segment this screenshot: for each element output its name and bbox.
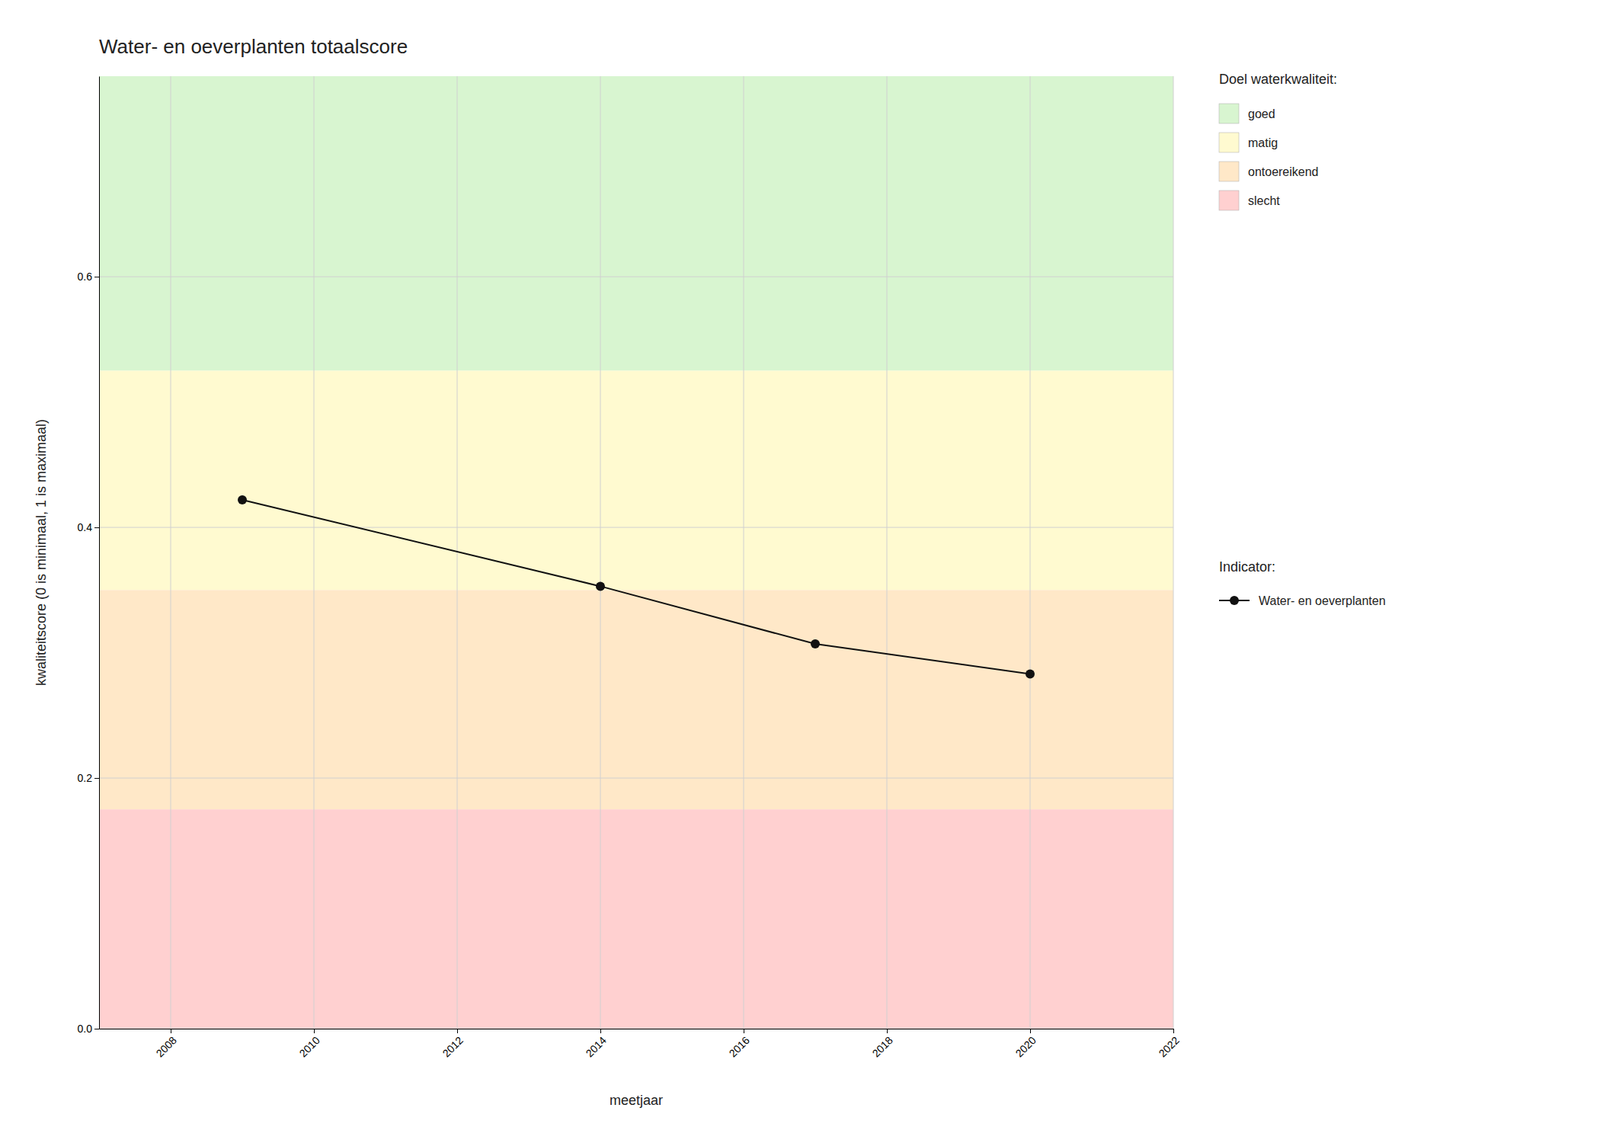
chart: 200820102012201420162018202020220.00.20.… [0, 0, 1600, 1143]
x-tick-mark [170, 1028, 172, 1034]
grid-line-x [170, 76, 172, 1029]
legend-label: Water- en oeverplanten [1258, 594, 1386, 608]
x-tick: 2016 [726, 1028, 752, 1060]
point [237, 495, 247, 505]
x-tick-mark [743, 1028, 745, 1034]
legend-item: slecht [1219, 190, 1280, 211]
legend-swatch [1219, 132, 1239, 153]
x-tick-label: 2020 [1013, 1033, 1039, 1060]
line [242, 499, 1031, 675]
x-tick-label: 2022 [1156, 1033, 1182, 1060]
grid-line-x [1030, 76, 1031, 1029]
grid-line-y [99, 1028, 1174, 1030]
x-tick: 2008 [153, 1028, 180, 1060]
legend-label: matig [1248, 136, 1278, 150]
x-tick-mark [1030, 1028, 1031, 1034]
y-tick-mark [94, 1028, 100, 1030]
y-tick: 0.6 [77, 270, 100, 283]
grid-line-x [1173, 76, 1175, 1029]
x-tick-mark [313, 1028, 315, 1034]
x-tick-mark [886, 1028, 888, 1034]
grid-line-x [313, 76, 315, 1029]
point [810, 639, 820, 649]
grid [99, 76, 1174, 1029]
y-tick-mark [94, 527, 100, 528]
legend-swatch [1219, 190, 1239, 211]
legend-swatch [1219, 103, 1239, 124]
x-tick-mark [600, 1028, 602, 1034]
bands [99, 76, 1174, 1029]
legend-series: Indicator: Water- en oeverplanten [1219, 559, 1386, 608]
x-tick-label: 2010 [297, 1033, 323, 1060]
grid-line-y [99, 527, 1174, 528]
grid-line-x [600, 76, 602, 1029]
legend-marker [1229, 595, 1239, 605]
x-tick-mark [1173, 1028, 1175, 1034]
legend-title: Doel waterkwaliteit: [1219, 71, 1338, 87]
legend-item: ontoereikend [1219, 161, 1319, 182]
x-tick-label: 2018 [870, 1033, 896, 1060]
legend-bands: Doel waterkwaliteit: goed matig ontoereiken… [1219, 71, 1338, 211]
plot: 200820102012201420162018202020220.00.20.… [77, 76, 1183, 1060]
x-axis-line [99, 1028, 1175, 1030]
legend-label: ontoereikend [1248, 165, 1319, 179]
y-tick-mark [94, 777, 100, 779]
legend-title: Indicator: [1219, 559, 1276, 575]
y-tick-label: 0.4 [77, 521, 93, 534]
y-axis-title: kwaliteitscore (0 is minimaal, 1 is maxi… [33, 419, 49, 686]
band [99, 589, 1174, 810]
x-axis-title: meetjaar [609, 1092, 663, 1108]
y-tick-label: 0.2 [77, 771, 93, 784]
y-tick: 0.0 [77, 1022, 100, 1035]
legend-swatch [1219, 161, 1239, 182]
x-tick: 2018 [870, 1028, 896, 1060]
grid-line-y [99, 276, 1174, 278]
legend-label: slecht [1248, 194, 1280, 208]
x-axis: 2008 2010 2012 2014 2016 2018 2020 2022 [99, 1028, 1183, 1060]
point [595, 581, 605, 591]
legend-label: goed [1248, 107, 1276, 121]
x-tick: 2022 [1156, 1028, 1182, 1060]
band [99, 809, 1174, 1029]
y-tick: 0.4 [77, 521, 100, 534]
legend-item: Water- en oeverplanten [1219, 594, 1386, 608]
x-tick-label: 2016 [726, 1033, 752, 1060]
point [1025, 669, 1035, 679]
y-axis: 0.0 0.2 0.4 0.6 [77, 76, 100, 1035]
grid-line-x [743, 76, 745, 1029]
x-tick-label: 2012 [440, 1033, 466, 1060]
x-tick-label: 2008 [153, 1033, 180, 1060]
x-tick-mark [457, 1028, 458, 1034]
x-tick-label: 2014 [583, 1033, 609, 1060]
x-tick: 2012 [440, 1028, 466, 1060]
grid-line-x [886, 76, 888, 1029]
y-axis-line [99, 76, 100, 1030]
legend-item: goed [1219, 103, 1276, 124]
band [99, 76, 1174, 372]
title: Water- en oeverplanten totaalscore [99, 35, 408, 58]
x-tick: 2014 [583, 1028, 609, 1060]
y-tick-mark [94, 276, 100, 278]
y-tick: 0.2 [77, 771, 100, 784]
legend-item: matig [1219, 132, 1278, 153]
y-tick-label: 0.6 [77, 270, 93, 283]
data [237, 495, 1035, 679]
grid-line-y [99, 777, 1174, 779]
band [99, 371, 1174, 591]
y-tick-label: 0.0 [77, 1022, 93, 1035]
x-tick: 2020 [1013, 1028, 1039, 1060]
x-tick: 2010 [297, 1028, 323, 1060]
